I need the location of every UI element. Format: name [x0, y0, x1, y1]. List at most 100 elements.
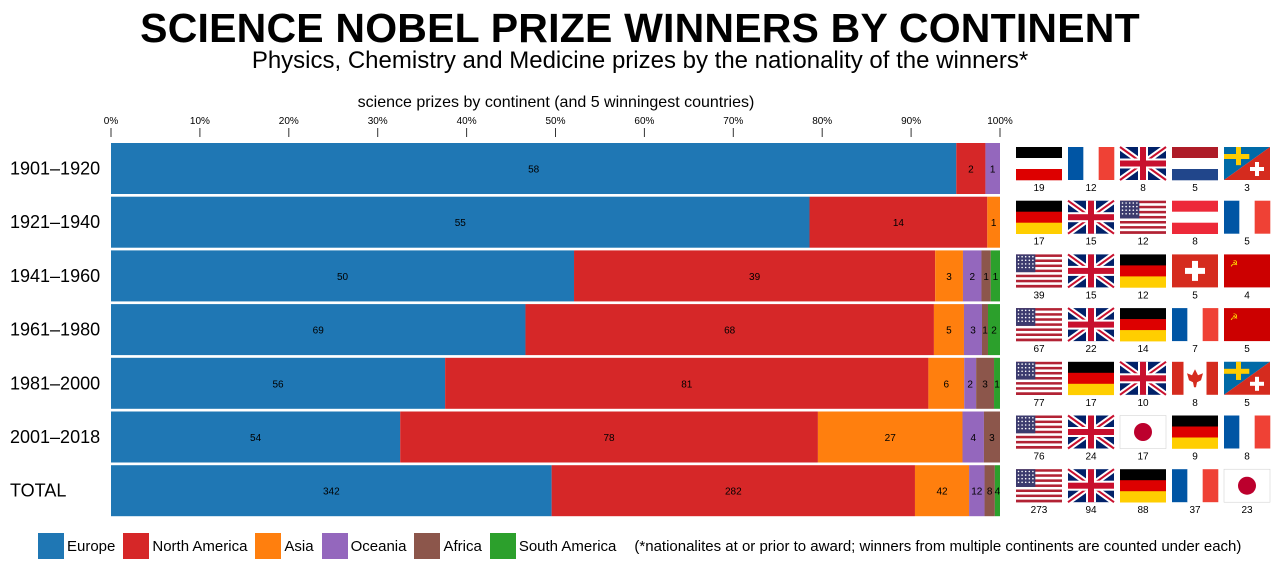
united-kingdom-flag-icon [1066, 305, 1116, 344]
sweden-switzerland-flag-icon [1224, 147, 1270, 180]
bar-segment [111, 411, 401, 463]
bar-segment [994, 465, 1000, 517]
bar-segment [817, 411, 963, 463]
country-count: 9 [1192, 452, 1198, 463]
legend-swatch [255, 533, 282, 559]
data-label: 54 [250, 433, 262, 444]
bar-segment [962, 250, 982, 302]
japan-flag-icon [1119, 415, 1167, 449]
data-label: 342 [323, 487, 340, 498]
united-kingdom-flag-icon [1066, 413, 1116, 451]
data-label: 78 [603, 433, 615, 444]
bar-segment [976, 357, 995, 409]
legend-label: Africa [443, 537, 482, 555]
country-count: 10 [1137, 398, 1149, 409]
data-label: 68 [724, 326, 736, 337]
bar-segment [983, 411, 1000, 463]
row-label: 1941–1960 [10, 266, 100, 286]
germany-flag-icon [1120, 469, 1166, 503]
united-kingdom-flag-icon [1066, 251, 1116, 290]
data-label: 81 [681, 379, 693, 390]
germany-flag-icon [1120, 254, 1166, 288]
france-flag-icon [1068, 147, 1115, 180]
row-label: 2001–2018 [10, 427, 100, 447]
data-label: 2 [991, 326, 997, 337]
bar-segment [525, 304, 934, 356]
bar-segment [111, 143, 957, 194]
legend-swatch [123, 533, 150, 559]
bar-segment [111, 250, 575, 302]
data-label: 55 [455, 218, 467, 229]
bar-segment [962, 411, 984, 463]
germany-flag-icon [1068, 361, 1114, 396]
country-count: 77 [1033, 398, 1045, 409]
legend-item: South America [489, 533, 616, 559]
x-tick-label: 0% [104, 116, 119, 127]
x-tick-label: 20% [279, 116, 299, 127]
bar-segment [987, 196, 1000, 248]
legend-swatch [321, 533, 348, 559]
data-label: 4 [970, 433, 976, 444]
row-label: 1901–1920 [10, 159, 100, 179]
data-label: 2 [967, 379, 973, 390]
soviet-union-flag-icon: ☭ [1224, 254, 1270, 288]
data-label: 1 [982, 326, 988, 337]
bar-segment [400, 411, 818, 463]
legend-item: Africa [414, 533, 482, 559]
row-label: 1921–1940 [10, 212, 100, 232]
country-count: 5 [1244, 344, 1250, 355]
country-count: 39 [1033, 290, 1045, 301]
svg-text:☭: ☭ [1230, 312, 1238, 322]
legend-item: Oceania [321, 533, 407, 559]
country-count: 37 [1189, 505, 1201, 516]
legend-swatch [414, 533, 441, 559]
sweden-switzerland-flag-icon [1224, 361, 1270, 395]
france-flag-icon [1172, 308, 1219, 342]
legend-item: Asia [255, 533, 314, 559]
legend-label: Oceania [350, 537, 407, 555]
country-count: 23 [1241, 505, 1253, 516]
row-label: TOTAL [10, 481, 66, 501]
footnote: (*nationalites at or prior to award; win… [634, 537, 1242, 555]
bar-segment [111, 304, 526, 356]
data-label: 2 [968, 165, 974, 176]
france-flag-icon [1224, 200, 1271, 234]
data-label: 3 [982, 379, 988, 390]
x-tick-label: 50% [545, 116, 565, 127]
united-states-flag-icon [1016, 469, 1062, 503]
data-label: 1 [994, 379, 1000, 390]
country-count: 273 [1031, 505, 1048, 516]
x-tick-label: 60% [634, 116, 654, 127]
country-count: 4 [1244, 290, 1250, 301]
united-states-flag-icon [1016, 254, 1062, 288]
data-label: 3 [970, 326, 976, 337]
data-label: 2 [969, 272, 975, 283]
france-flag-icon [1224, 415, 1271, 449]
axis-title: science prizes by continent (and 5 winni… [358, 94, 755, 111]
legend-swatch [489, 533, 516, 559]
data-label: 1 [991, 218, 997, 229]
legend-item: Europe [38, 533, 115, 559]
canada-flag-icon [1172, 361, 1218, 395]
japan-flag-icon [1223, 468, 1271, 503]
data-label: 1 [983, 272, 989, 283]
country-count: 5 [1244, 398, 1250, 409]
data-label: 1 [990, 165, 996, 176]
country-count: 3 [1244, 183, 1250, 194]
soviet-union-flag-icon: ☭ [1224, 308, 1270, 342]
country-count: 5 [1244, 237, 1250, 248]
country-count: 15 [1085, 290, 1097, 301]
country-count: 5 [1192, 290, 1198, 301]
data-label: 42 [936, 487, 948, 498]
bar-segment [935, 250, 963, 302]
country-count: 8 [1244, 452, 1250, 463]
bar-segment [551, 465, 915, 517]
country-count: 88 [1137, 505, 1149, 516]
data-label: 8 [987, 487, 993, 498]
bar-segment [933, 304, 964, 356]
united-kingdom-flag-icon [1118, 144, 1168, 183]
x-tick-label: 100% [987, 116, 1013, 127]
country-count: 94 [1085, 505, 1097, 516]
country-count: 8 [1140, 183, 1146, 194]
bar-segment [963, 304, 982, 356]
